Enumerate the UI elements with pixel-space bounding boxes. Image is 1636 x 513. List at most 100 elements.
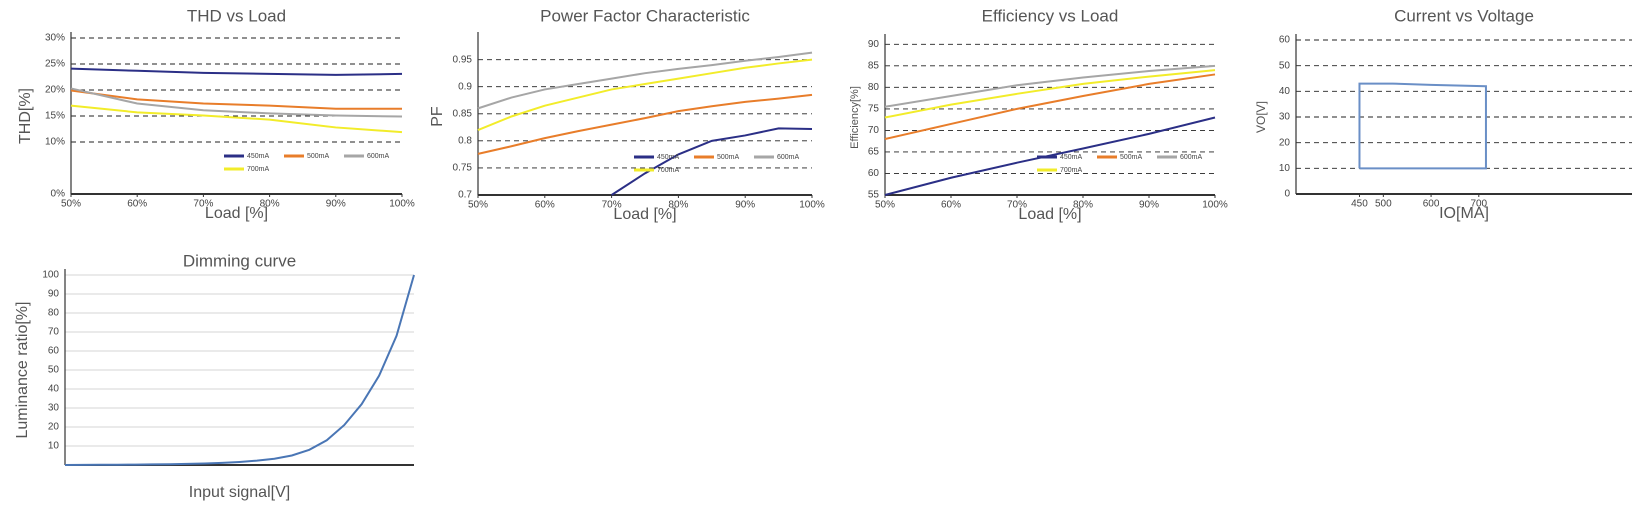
y-tick-label: 40 <box>48 384 60 395</box>
x-tick-label: 60% <box>127 199 147 210</box>
y-axis-label: Luminance ratio[%] <box>14 302 31 439</box>
legend-label: 700mA <box>657 167 680 174</box>
y-tick-label: 10 <box>48 441 60 452</box>
series-line <box>1358 82 1487 170</box>
series-line <box>64 274 415 466</box>
x-tick-label: 60% <box>941 200 961 211</box>
y-axis-label: VO[V] <box>1254 101 1268 133</box>
y-tick-label: 20 <box>48 422 60 433</box>
y-tick-label: 50 <box>1279 60 1291 71</box>
x-tick-label: 100% <box>799 200 825 211</box>
series-line <box>884 69 1216 119</box>
series-line <box>884 64 1216 108</box>
series-line <box>477 93 813 155</box>
y-tick-label: 80 <box>48 308 60 319</box>
legend-label: 500mA <box>1120 154 1143 161</box>
legend-label: 600mA <box>1180 154 1203 161</box>
x-tick-label: 50% <box>875 200 895 211</box>
x-tick-label: 100% <box>389 199 415 210</box>
x-axis-label: Load [%] <box>1018 206 1081 223</box>
x-tick-label: 90% <box>326 199 346 210</box>
y-tick-label: 70 <box>868 125 880 136</box>
y-tick-label: 60 <box>868 168 880 179</box>
series-line <box>611 127 813 196</box>
series-line <box>884 73 1216 141</box>
y-tick-label: 30 <box>1279 112 1291 123</box>
x-tick-label: 60% <box>535 200 555 211</box>
y-tick-label: 55 <box>868 190 880 201</box>
x-tick-label: 70% <box>1007 200 1027 211</box>
y-tick-label: 15% <box>45 111 65 122</box>
legend-label: 700mA <box>1060 167 1083 174</box>
series-line <box>477 51 813 110</box>
y-axis-label: Efficiency[%] <box>849 86 861 149</box>
y-tick-label: 0.85 <box>453 108 473 119</box>
legend-label: 450mA <box>247 153 270 160</box>
x-axis-label: Load [%] <box>205 205 268 222</box>
y-tick-label: 10 <box>1279 163 1291 174</box>
series-line <box>70 67 403 76</box>
legend-label: 700mA <box>247 166 270 173</box>
series-line <box>70 104 403 134</box>
y-tick-label: 10% <box>45 137 65 148</box>
x-tick-label: 100% <box>1202 200 1228 211</box>
series-line <box>70 87 403 118</box>
y-tick-label: 0.9 <box>458 81 472 92</box>
series-line <box>477 58 813 131</box>
y-axis-label: THD[%] <box>17 88 34 144</box>
chart-title: THD vs Load <box>187 6 286 25</box>
y-tick-label: 0.8 <box>458 136 472 147</box>
x-tick-label: 50% <box>468 200 488 211</box>
chart-title: Current vs Voltage <box>1394 6 1534 25</box>
y-tick-label: 0% <box>51 189 66 200</box>
y-tick-label: 65 <box>868 147 880 158</box>
y-tick-label: 70 <box>48 327 60 338</box>
y-tick-label: 30 <box>48 403 60 414</box>
chart-title: Efficiency vs Load <box>982 6 1119 25</box>
x-tick-label: 500 <box>1375 199 1392 210</box>
legend-label: 500mA <box>307 153 330 160</box>
x-tick-label: 700 <box>1470 199 1487 210</box>
y-tick-label: 50 <box>48 365 60 376</box>
x-axis-label: IO[MA] <box>1439 205 1489 222</box>
y-tick-label: 0.95 <box>453 54 473 65</box>
x-tick-label: 450 <box>1351 199 1368 210</box>
y-tick-label: 75 <box>868 104 880 115</box>
x-axis-label: Input signal[V] <box>189 484 290 501</box>
x-tick-label: 80% <box>668 200 688 211</box>
y-axis-label: PF <box>429 106 446 127</box>
legend-label: 500mA <box>717 154 740 161</box>
y-tick-label: 60 <box>48 346 60 357</box>
series-line <box>70 89 402 110</box>
y-tick-label: 90 <box>48 289 60 300</box>
x-tick-label: 90% <box>735 200 755 211</box>
x-tick-label: 90% <box>1139 200 1159 211</box>
x-tick-label: 80% <box>1073 200 1093 211</box>
x-tick-label: 80% <box>260 199 280 210</box>
x-tick-label: 50% <box>61 199 81 210</box>
legend-label: 450mA <box>657 154 680 161</box>
legend-label: 600mA <box>777 154 800 161</box>
legend-label: 600mA <box>367 153 390 160</box>
x-tick-label: 70% <box>602 200 622 211</box>
y-tick-label: 100 <box>42 270 59 281</box>
x-axis-label: Load [%] <box>613 206 676 223</box>
y-tick-label: 80 <box>868 82 880 93</box>
y-tick-label: 20% <box>45 85 65 96</box>
y-tick-label: 25% <box>45 59 65 70</box>
y-tick-label: 85 <box>868 60 880 71</box>
chart-title: Dimming curve <box>183 251 296 270</box>
y-tick-label: 0 <box>1284 189 1290 200</box>
y-tick-label: 0.7 <box>458 190 472 201</box>
y-tick-label: 20 <box>1279 137 1291 148</box>
x-tick-label: 70% <box>193 199 213 210</box>
legend-label: 450mA <box>1060 154 1083 161</box>
y-tick-label: 0.75 <box>453 163 473 174</box>
chart-title: Power Factor Characteristic <box>540 6 750 25</box>
y-tick-label: 90 <box>868 39 880 50</box>
x-tick-label: 600 <box>1423 199 1440 210</box>
y-tick-label: 30% <box>45 33 65 44</box>
y-tick-label: 60 <box>1279 35 1291 46</box>
y-tick-label: 40 <box>1279 86 1291 97</box>
